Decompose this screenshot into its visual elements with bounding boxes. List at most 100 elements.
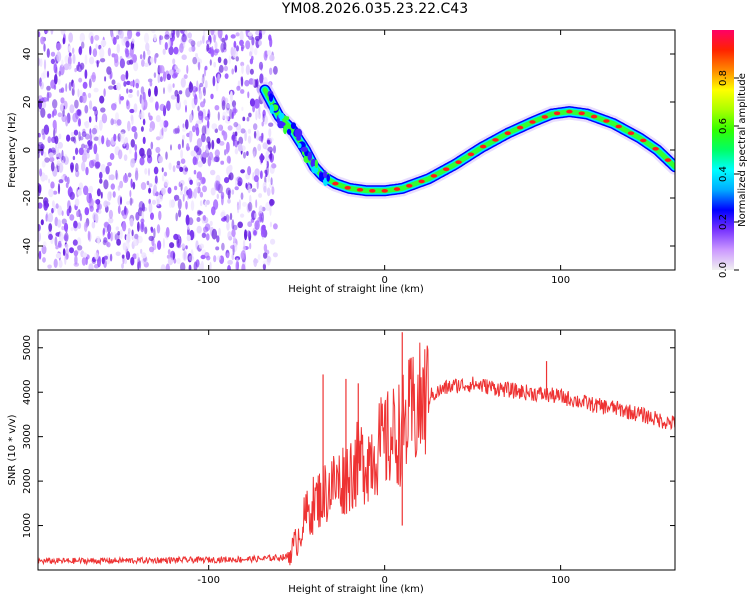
noise-speck [78, 182, 84, 190]
noise-speck [237, 143, 243, 152]
noise-speck [242, 116, 246, 122]
noise-speck [115, 251, 121, 257]
trace-blob [294, 128, 303, 138]
noise-speck [263, 50, 268, 61]
noise-speck [195, 53, 198, 58]
noise-speck [98, 135, 101, 146]
noise-speck [218, 124, 224, 131]
noise-speck [117, 205, 121, 214]
noise-speck [140, 86, 145, 95]
noise-speck [70, 132, 75, 137]
snr-frame [37, 329, 676, 571]
noise-speck [170, 94, 177, 100]
noise-speck [38, 202, 43, 209]
noise-speck [263, 115, 268, 125]
noise-speck [63, 222, 69, 232]
noise-speck [57, 205, 63, 216]
noise-speck [228, 164, 233, 172]
noise-speck [209, 261, 212, 270]
noise-speck [260, 30, 266, 35]
noise-speck [240, 169, 246, 174]
noise-speck [122, 220, 127, 232]
noise-speck [94, 252, 99, 260]
noise-speck [213, 255, 217, 263]
noise-speck [216, 137, 221, 144]
noise-speck [61, 59, 64, 68]
noise-speck [179, 236, 182, 245]
noise-speck [125, 70, 129, 80]
noise-speck [77, 109, 82, 117]
noise-speck [76, 237, 82, 247]
trace-peak-dot [504, 131, 511, 135]
trace-peak-dot [443, 167, 450, 171]
noise-speck [67, 63, 72, 70]
noise-speck [189, 131, 193, 143]
noise-speck [105, 165, 110, 175]
noise-speck [254, 98, 260, 109]
noise-speck [116, 119, 122, 126]
noise-speck [97, 237, 100, 245]
noise-speck [38, 250, 42, 260]
noise-speck [118, 149, 123, 160]
noise-speck [88, 78, 92, 89]
noise-speck [144, 168, 148, 175]
noise-speck [234, 148, 239, 155]
noise-speck [210, 187, 216, 196]
noise-speck [206, 255, 211, 261]
noise-speck [173, 258, 177, 264]
noise-speck [196, 80, 199, 91]
noise-speck [51, 200, 55, 208]
trace-peak-dot [369, 189, 376, 193]
noise-speck [271, 163, 277, 169]
noise-speck [182, 134, 185, 140]
noise-speck [168, 45, 174, 56]
noise-speck [78, 131, 81, 142]
noise-speck [207, 113, 210, 118]
noise-speck [78, 118, 81, 127]
noise-speck [122, 174, 129, 183]
noise-speck [231, 219, 235, 230]
noise-speck [151, 30, 156, 34]
noise-speck [241, 65, 244, 75]
noise-speck [249, 242, 252, 250]
noise-speck [50, 51, 56, 57]
noise-speck [84, 207, 90, 216]
noise-speck [92, 212, 97, 221]
noise-speck [195, 178, 200, 188]
noise-speck [40, 219, 44, 226]
noise-speck [100, 58, 106, 63]
noise-speck [265, 150, 270, 162]
noise-speck [43, 124, 50, 135]
noise-speck [52, 190, 58, 195]
noise-speck [108, 85, 114, 90]
noise-speck [48, 152, 54, 158]
noise-speck [58, 179, 64, 184]
noise-speck [199, 82, 204, 88]
noise-speck [61, 210, 64, 216]
noise-speck [42, 241, 47, 248]
colorbar-label: Normalized spectral amplitude [737, 73, 748, 227]
snr-ticks: -100 0 100 1000 2000 3000 4000 5000 [22, 330, 675, 586]
noise-speck [103, 237, 108, 243]
trace-blob [287, 128, 292, 135]
noise-speck [111, 103, 117, 111]
noise-speck [182, 194, 185, 202]
noise-speck [134, 144, 138, 152]
noise-speck [182, 123, 185, 129]
noise-speck [159, 76, 163, 83]
noise-speck [66, 134, 71, 142]
noise-speck [129, 197, 133, 206]
noise-speck [78, 89, 83, 97]
noise-speck [175, 212, 178, 222]
noise-speck [163, 181, 168, 189]
noise-speck [40, 72, 45, 80]
noise-speck [180, 30, 184, 34]
noise-speck [165, 104, 169, 109]
noise-speck [78, 147, 84, 156]
noise-speck [172, 165, 176, 173]
noise-speck [174, 65, 178, 70]
noise-speck [218, 64, 224, 73]
noise-speck [174, 185, 178, 191]
noise-speck [57, 240, 62, 248]
noise-speck [192, 56, 198, 65]
